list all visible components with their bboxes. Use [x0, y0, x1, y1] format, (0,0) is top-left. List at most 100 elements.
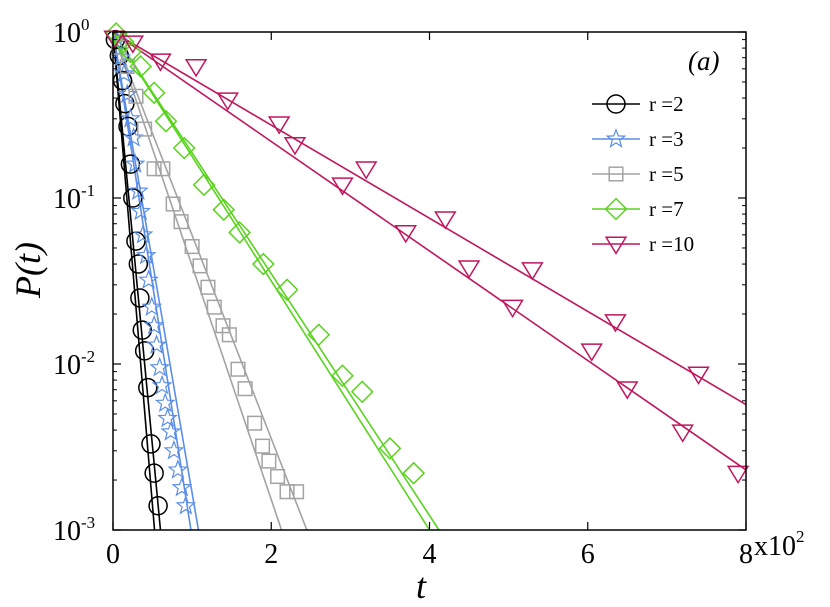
data-point-r-3: [130, 200, 152, 221]
data-point-r-3: [154, 392, 176, 413]
data-point-r-3: [138, 269, 159, 289]
data-point-r-5: [173, 214, 189, 230]
data-point-r-10: [521, 262, 544, 281]
data-point-r-10: [604, 314, 627, 333]
data-point-r-10: [149, 53, 172, 72]
data-point-r-7: [118, 40, 142, 64]
y-tick-base: 10: [53, 184, 81, 215]
data-point-r-3: [151, 374, 173, 395]
data-point-r-5: [165, 196, 181, 212]
data-point-r-3: [120, 107, 141, 128]
y-tick-exponent: -2: [81, 347, 95, 366]
data-point-r-5: [146, 161, 162, 177]
data-point-r-3: [146, 334, 167, 354]
data-point-r-10: [267, 116, 291, 135]
data-point-r-5: [137, 121, 153, 137]
fit-line-r-3: [112, 31, 200, 531]
legend-marker-r-2: [606, 94, 626, 114]
data-point-r-3: [163, 439, 185, 460]
data-point-r-7: [307, 323, 331, 347]
fit-line-r-10: [112, 31, 747, 471]
data-point-r-7: [402, 461, 426, 485]
y-tick-exponent: 0: [81, 15, 90, 34]
data-point-r-3: [132, 223, 154, 244]
data-point-r-5: [247, 415, 263, 431]
data-point-r-2: [132, 320, 153, 340]
legend-marker-r-3: [605, 128, 627, 148]
y-tick-base: 10: [53, 18, 81, 49]
data-point-r-3: [113, 62, 135, 83]
data-point-r-10: [121, 35, 145, 54]
data-point-r-5: [192, 258, 208, 274]
data-point-r-3: [143, 314, 165, 335]
data-point-r-10: [283, 137, 307, 156]
data-point-r-3: [135, 244, 157, 265]
y-tick-exponent: -3: [81, 513, 95, 532]
data-point-r-7: [275, 278, 299, 302]
data-point-r-3: [160, 420, 182, 441]
legend-marker-r-10: [604, 236, 628, 255]
x-axis-label: t: [416, 566, 427, 606]
data-point-r-10: [216, 92, 239, 111]
data-point-r-7: [378, 437, 402, 460]
data-point-r-10: [616, 381, 639, 400]
y-tick-base: 10: [53, 516, 81, 547]
data-point-r-5: [230, 361, 246, 377]
fit-line-r-2: [112, 31, 162, 531]
legend-marker-r-5: [608, 166, 624, 182]
data-point-r-7: [251, 252, 275, 276]
fit-line-r-7: [112, 31, 431, 531]
data-point-r-3: [141, 296, 163, 316]
data-point-r-5: [254, 438, 271, 454]
y-tick-base: 10: [53, 350, 81, 381]
x-tick-label: 4: [423, 539, 437, 570]
data-point-r-10: [687, 366, 710, 385]
data-point-r-5: [206, 299, 222, 315]
x-tick-label: 6: [581, 539, 595, 570]
data-point-r-10: [457, 260, 481, 279]
data-point-r-7: [172, 136, 196, 160]
y-tick-label: 10-1: [53, 181, 95, 215]
x-tick-label: 8: [739, 539, 753, 570]
x-multiplier-exponent: 2: [796, 527, 805, 546]
data-point-r-7: [212, 198, 236, 222]
data-point-r-3: [167, 459, 189, 479]
data-point-r-2: [138, 377, 158, 398]
data-point-r-5: [237, 381, 253, 397]
data-point-r-5: [221, 327, 237, 343]
data-point-r-10: [434, 211, 457, 230]
fit-line-r-5: [112, 31, 283, 531]
data-point-r-7: [154, 109, 178, 133]
data-point-r-3: [124, 153, 146, 173]
data-point-r-5: [184, 238, 200, 255]
data-point-r-5: [261, 453, 277, 469]
data-point-r-10: [671, 424, 694, 443]
data-point-r-2: [144, 463, 164, 483]
data-point-r-7: [129, 55, 153, 78]
data-point-r-7: [192, 173, 216, 197]
legend-label-r-3: r =3: [649, 127, 684, 151]
fit-line-r-7: [112, 31, 440, 531]
y-tick-label: 100: [53, 15, 90, 49]
data-point-r-10: [331, 177, 354, 196]
y-tick-label: 10-3: [53, 513, 95, 547]
fit-line-r-2: [112, 31, 156, 531]
data-point-r-2: [141, 434, 161, 454]
data-point-r-7: [142, 81, 166, 105]
data-point-r-3: [123, 127, 144, 147]
data-point-r-5: [200, 279, 216, 295]
data-point-r-7: [350, 380, 374, 404]
data-point-r-10: [501, 299, 524, 319]
data-point-r-5: [279, 484, 295, 500]
legend-label-r-5: r =5: [649, 162, 684, 186]
y-tick-exponent: -1: [81, 181, 95, 200]
data-point-r-5: [155, 161, 171, 177]
x-tick-label: 2: [264, 539, 278, 570]
legend-marker-r-7: [604, 197, 628, 221]
data-point-r-10: [580, 343, 603, 362]
legend: r =2 r =3 r =5 r =7 r =10: [592, 92, 694, 256]
data-markers: [103, 22, 750, 516]
data-point-r-10: [394, 224, 417, 244]
